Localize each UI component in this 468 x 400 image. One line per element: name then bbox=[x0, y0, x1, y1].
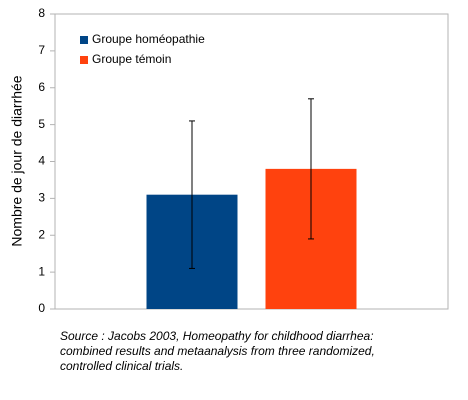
error-bar bbox=[308, 98, 314, 240]
error-bar bbox=[189, 120, 195, 269]
y-tick-label: 0 bbox=[38, 301, 45, 315]
caption: controlled clinical trials. bbox=[60, 359, 183, 373]
caption: Source : Jacobs 2003, Homeopathy for chi… bbox=[60, 329, 374, 343]
y-tick-label: 6 bbox=[38, 80, 45, 94]
legend-label: Groupe homéopathie bbox=[92, 32, 205, 46]
y-tick-label: 4 bbox=[38, 154, 45, 168]
legend-swatch bbox=[80, 56, 88, 64]
y-tick-label: 8 bbox=[38, 6, 45, 20]
y-tick-label: 7 bbox=[38, 43, 45, 57]
legend-swatch bbox=[80, 36, 88, 44]
y-tick-label: 1 bbox=[38, 264, 45, 278]
y-tick-label: 5 bbox=[38, 117, 45, 131]
legend-label: Groupe témoin bbox=[92, 52, 171, 66]
caption: combined results and metaanalysis from t… bbox=[60, 344, 375, 358]
y-tick-label: 2 bbox=[38, 227, 45, 241]
y-axis-label: Nombre de jour de diarrhée bbox=[9, 75, 25, 246]
y-tick-label: 3 bbox=[38, 191, 45, 205]
